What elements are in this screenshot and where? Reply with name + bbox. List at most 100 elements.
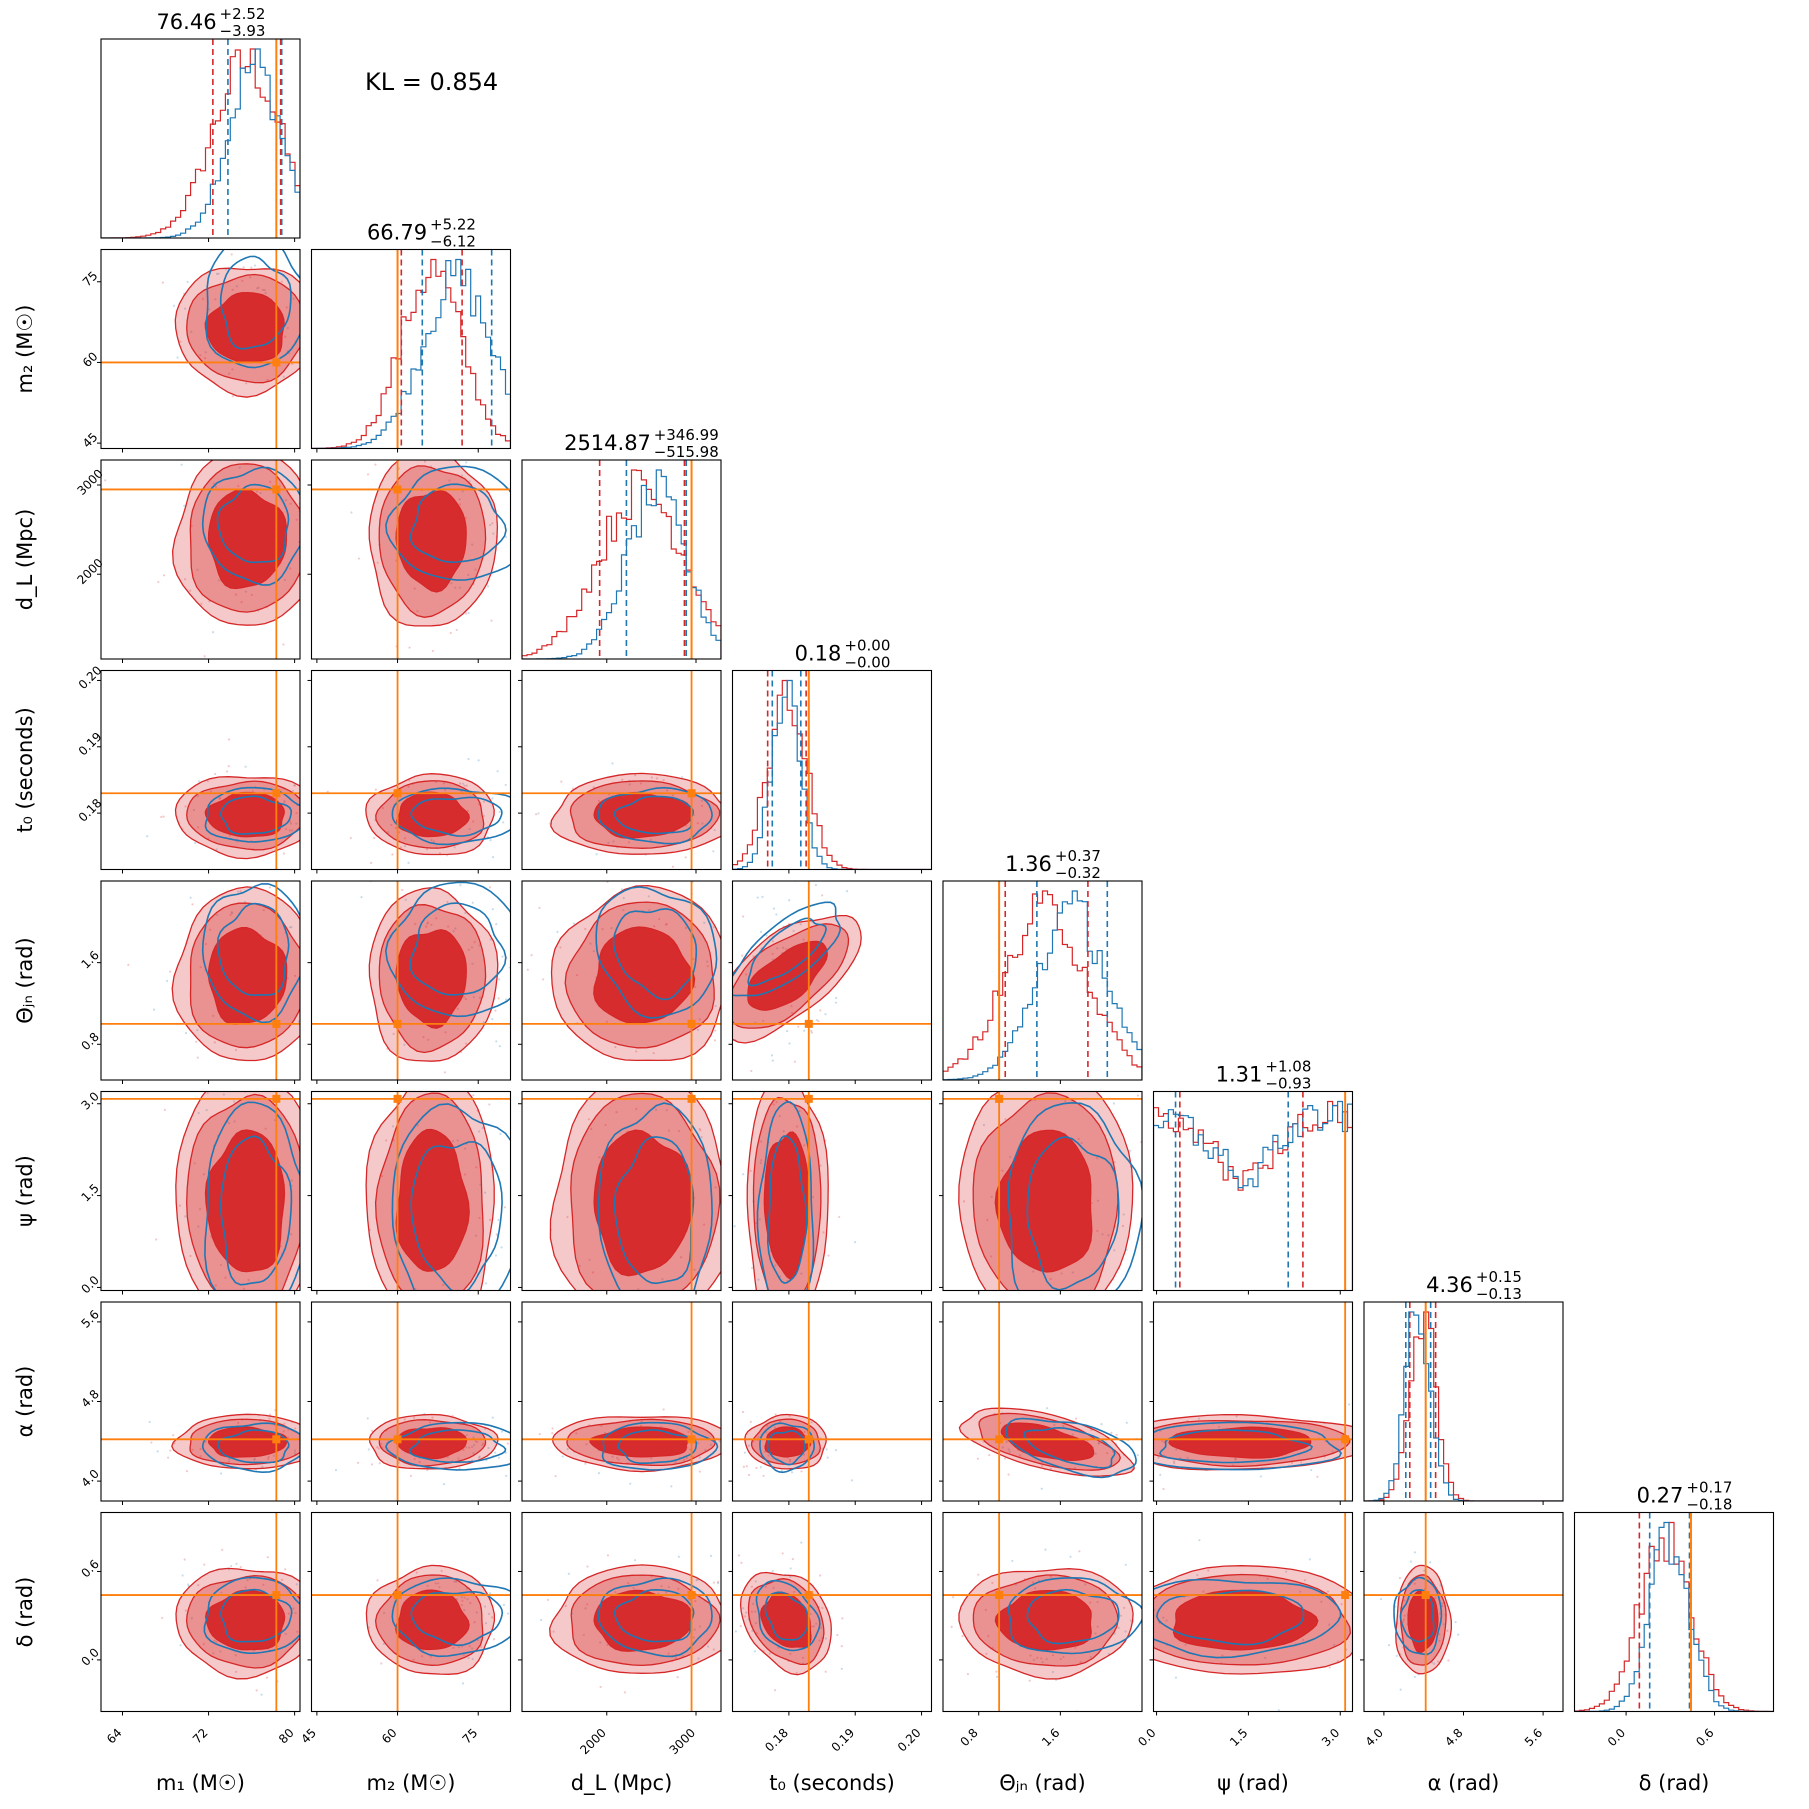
sample-point xyxy=(429,1421,432,1424)
sample-point xyxy=(800,1541,803,1544)
sample-point xyxy=(1086,1303,1088,1305)
sample-point xyxy=(293,974,297,977)
sample-point xyxy=(460,1604,463,1607)
sample-point xyxy=(214,772,217,776)
sample-point xyxy=(471,543,474,546)
sample-point xyxy=(727,849,729,851)
sample-point xyxy=(414,922,417,925)
y-axis-label: α (rad) xyxy=(13,1366,37,1438)
sample-point xyxy=(741,1410,745,1414)
sample-point xyxy=(1340,1603,1343,1606)
sample-point xyxy=(360,896,363,899)
sample-point xyxy=(614,1045,617,1049)
sample-point xyxy=(745,1611,748,1614)
x-axis-label: m₂ (M☉) xyxy=(367,1771,456,1795)
sample-point xyxy=(490,619,493,622)
sample-point xyxy=(1059,1657,1062,1661)
sample-point xyxy=(757,1278,760,1281)
blue-contour-outer xyxy=(1007,1576,1142,1655)
sample-point xyxy=(326,1422,328,1424)
sample-point xyxy=(484,1191,487,1194)
panel-content xyxy=(522,670,721,870)
truth-marker xyxy=(687,1591,696,1600)
sample-point xyxy=(623,1691,626,1694)
sample-point xyxy=(700,804,704,807)
sample-point xyxy=(742,915,745,918)
sample-point xyxy=(289,822,293,825)
y-tick-label: 60 xyxy=(80,349,101,370)
panel-frame xyxy=(731,669,933,871)
y-axis-label: d_L (Mpc) xyxy=(13,509,38,611)
sample-point xyxy=(714,1029,717,1032)
sample-point xyxy=(786,1029,789,1033)
panel-frame xyxy=(100,1090,301,1292)
panel-content xyxy=(311,249,511,449)
sample-point xyxy=(758,1218,762,1221)
sample-point xyxy=(196,568,199,571)
sample-point xyxy=(449,631,452,635)
sample-point xyxy=(491,1416,494,1419)
sample-point xyxy=(425,848,429,851)
marginal-title: 1.31 xyxy=(1216,1063,1263,1087)
sample-point xyxy=(1051,1670,1054,1674)
sample-point xyxy=(667,1129,671,1132)
sample-point xyxy=(827,1254,830,1257)
sample-point xyxy=(453,846,456,849)
sample-point xyxy=(293,1452,297,1455)
sample-point xyxy=(283,801,286,804)
sample-point xyxy=(1438,1633,1441,1636)
sample-point xyxy=(725,1473,727,1475)
sample-point xyxy=(589,942,592,945)
sample-point xyxy=(437,1582,440,1585)
sample-point xyxy=(382,1611,386,1615)
sample-point xyxy=(179,340,182,343)
sample-point xyxy=(212,631,215,634)
sample-point xyxy=(435,917,438,920)
sample-point xyxy=(397,1461,401,1464)
sample-point xyxy=(726,1198,728,1200)
panel-frame xyxy=(521,1090,722,1292)
blue-contour-outer xyxy=(755,1579,821,1652)
sample-point xyxy=(360,1452,362,1454)
sample-point xyxy=(315,1261,317,1263)
sample-point xyxy=(822,1231,825,1234)
sample-point xyxy=(760,1140,763,1143)
sample-point xyxy=(197,1584,200,1587)
x-axis-label: δ (rad) xyxy=(1639,1771,1710,1795)
sample-point xyxy=(771,1059,774,1062)
sample-point xyxy=(694,1600,697,1603)
sample-point xyxy=(840,1667,843,1670)
panel-content xyxy=(101,460,321,659)
sample-point xyxy=(824,1670,827,1673)
sample-point xyxy=(1110,1421,1112,1423)
title-lower-error: −0.00 xyxy=(844,654,890,672)
sample-point xyxy=(322,1632,324,1634)
panel-4-0: 0.8 1.6 Θⱼₙ (rad) xyxy=(13,880,301,1084)
sample-point xyxy=(201,297,205,301)
blue-contour-outer xyxy=(1005,1417,1137,1479)
sample-point xyxy=(611,1455,614,1458)
red-histogram xyxy=(1153,1100,1353,1291)
sample-point xyxy=(429,1655,433,1658)
sample-point xyxy=(1447,1659,1450,1662)
sample-point xyxy=(316,1446,318,1448)
sample-point xyxy=(1007,1473,1010,1476)
sample-point xyxy=(504,1451,507,1454)
blue-contour-outer xyxy=(201,1422,300,1474)
sample-point xyxy=(432,426,434,428)
sample-point xyxy=(448,479,451,482)
sample-point xyxy=(687,1430,690,1434)
sample-point xyxy=(1379,1598,1383,1601)
sample-point xyxy=(1134,1661,1136,1663)
sample-point xyxy=(319,559,321,561)
blue-contour-outer xyxy=(201,883,300,1024)
sample-point xyxy=(280,1578,284,1581)
sample-point xyxy=(1084,1583,1087,1586)
sample-point xyxy=(1129,1478,1131,1480)
sample-point xyxy=(1259,1475,1262,1478)
sample-point xyxy=(169,970,172,973)
sample-point xyxy=(650,776,653,779)
sample-point xyxy=(560,780,563,783)
sample-point xyxy=(190,330,193,333)
sample-point xyxy=(706,964,709,968)
